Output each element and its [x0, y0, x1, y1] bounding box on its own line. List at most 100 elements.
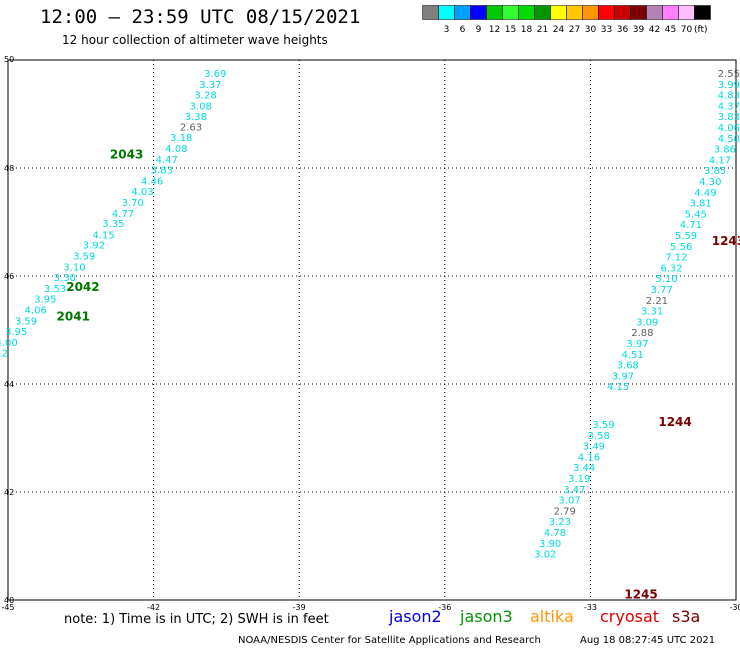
wave-height-value: 3.59 [73, 251, 95, 262]
wave-height-value: 3.02 [534, 550, 556, 561]
wave-height-value: 4.15 [607, 382, 629, 393]
colorbar-tick-label: 36 [617, 25, 629, 35]
track-orbit-label: 2043 [110, 148, 143, 162]
colorbar-tick-label: 39 [633, 25, 645, 35]
wave-height-value: 3.70 [122, 198, 144, 209]
wave-height-value: 3.95 [34, 295, 56, 306]
wave-height-value: 3.85 [704, 166, 726, 177]
wave-height-value: 4.03 [131, 187, 153, 198]
wave-height-value: 2.21 [646, 296, 668, 307]
wave-height-value: 3.38 [185, 112, 207, 123]
wave-height-value: 4.00 [0, 338, 18, 349]
colorbar-tick-label: 45 [665, 25, 676, 35]
wave-height-value: 5.56 [670, 242, 692, 253]
wave-height-value: 3.49 [583, 442, 605, 453]
map-subtitle: 12 hour collection of altimeter wave hei… [62, 33, 328, 47]
colorbar-tick-label: 9 [476, 25, 482, 35]
legend-altika: altika [530, 607, 574, 626]
latitude-tick-label: 46 [4, 272, 14, 281]
wave-height-value: 4.83 [718, 91, 740, 102]
wave-height-value: 3.35 [102, 219, 124, 230]
legend-s3a: s3a [672, 607, 701, 626]
footer-credit: NOAA/NESDIS Center for Satellite Applica… [238, 635, 541, 646]
map-title: 12:00 — 23:59 UTC 08/15/2021 [40, 6, 361, 28]
colorbar-swatch [694, 5, 711, 20]
wave-height-value: 3.99 [718, 80, 740, 91]
wave-height-value: 3.68 [617, 361, 639, 372]
track-orbit-label: 2042 [66, 280, 99, 294]
wave-height-value: 3.69 [204, 69, 226, 80]
wave-height-value: 2.79 [554, 506, 576, 517]
wave-height-value: 3.53 [44, 284, 66, 295]
wave-height-value: 2.63 [180, 122, 202, 133]
wave-height-value: 3.44 [573, 463, 595, 474]
wave-height-value: 3.81 [689, 199, 711, 210]
wave-height-value: 3.95 [5, 327, 27, 338]
colorbar-unit: (ft) [694, 25, 708, 35]
wave-height-value: 4.50 [718, 134, 740, 145]
wave-height-value: 4.06 [25, 305, 47, 316]
track-orbit-label: 1245 [624, 588, 657, 602]
wave-height-value: 3.31 [641, 307, 663, 318]
track-orbit-label: 1243 [712, 234, 740, 248]
colorbar-tick-label: 33 [601, 25, 612, 35]
longitude-tick-label: -42 [147, 603, 160, 612]
wave-height-value: 3.90 [539, 539, 561, 550]
wave-height-value: 3.10 [63, 262, 85, 273]
map-frame [7, 59, 737, 601]
legend-cryosat: cryosat [600, 607, 660, 626]
latitude-tick-label: 40 [4, 596, 14, 605]
wave-height-value: 3.83 [151, 166, 173, 177]
wave-height-value: 3.97 [626, 339, 648, 350]
colorbar-legend: 3 6 9 12 15 18 21 24 27 30 33 36 39 42 45 70 (ft) [422, 5, 711, 35]
wave-height-value: 4.71 [680, 220, 702, 231]
wave-height-value: 5.10 [655, 274, 677, 285]
wave-height-value: 3.09 [636, 317, 658, 328]
colorbar-tick-label: 27 [569, 25, 580, 35]
wave-height-value: 3.08 [190, 101, 212, 112]
longitude-tick-label: -33 [584, 603, 597, 612]
wave-height-value: 3.30 [54, 273, 76, 284]
wave-height-value: 3.58 [588, 431, 610, 442]
wave-height-value: 3.59 [15, 316, 37, 327]
wave-height-value: 3.77 [651, 285, 673, 296]
colorbar-tick-label: 15 [505, 25, 516, 35]
wave-height-value: 7.12 [665, 253, 687, 264]
note-text: note: 1) Time is in UTC; 2) SWH is in fe… [64, 612, 329, 627]
colorbar-tick-label: 42 [649, 25, 660, 35]
wave-height-value: 3.97 [612, 371, 634, 382]
latitude-tick-label: 42 [4, 488, 14, 497]
wave-height-value: 3.92 [83, 241, 105, 252]
colorbar-tick-label: 30 [585, 25, 597, 35]
colorbar-tick-label: 3 [444, 25, 450, 35]
wave-height-value: 3.07 [558, 496, 580, 507]
wave-height-value: 2.88 [631, 328, 653, 339]
wave-height-value: 3.23 [549, 517, 571, 528]
track-orbit-label: 2041 [57, 310, 90, 324]
colorbar-tick-label: 6 [460, 25, 466, 35]
colorbar-tick-label: 18 [521, 25, 533, 35]
longitude-tick-label: -30 [729, 603, 740, 612]
colorbar-tick-label: 21 [537, 25, 548, 35]
longitude-tick-label: -39 [293, 603, 306, 612]
colorbar-tick-label: 12 [489, 25, 500, 35]
wave-height-value: 4.78 [544, 528, 566, 539]
wave-height-value: 4.30 [699, 177, 721, 188]
latitude-tick-label: 44 [4, 380, 14, 389]
wave-height-value: 4.06 [718, 123, 740, 134]
latitude-tick-label: 48 [4, 164, 14, 173]
wave-height-value: 5.59 [675, 231, 697, 242]
wave-height-value: 4.77 [112, 209, 134, 220]
footer-timestamp: Aug 18 08:27:45 UTC 2021 [580, 635, 716, 646]
legend-jason2: jason2 [389, 607, 442, 626]
latitude-tick-label: 50 [4, 55, 14, 64]
longitude-tick-label: -45 [1, 603, 14, 612]
wave-height-value: 2.55 [718, 69, 740, 80]
wave-height-value: 3.83 [718, 112, 740, 123]
wave-height-value: 3.59 [592, 420, 614, 431]
colorbar-tick-label: 24 [553, 25, 565, 35]
colorbar-tick-label: 70 [681, 25, 693, 35]
wave-height-value: 4.08 [165, 144, 187, 155]
wave-height-value: 4.15 [93, 230, 115, 241]
wave-height-map: -45 -42 -39 -36 -33 -305048464442403.693.373.… [0, 55, 740, 612]
